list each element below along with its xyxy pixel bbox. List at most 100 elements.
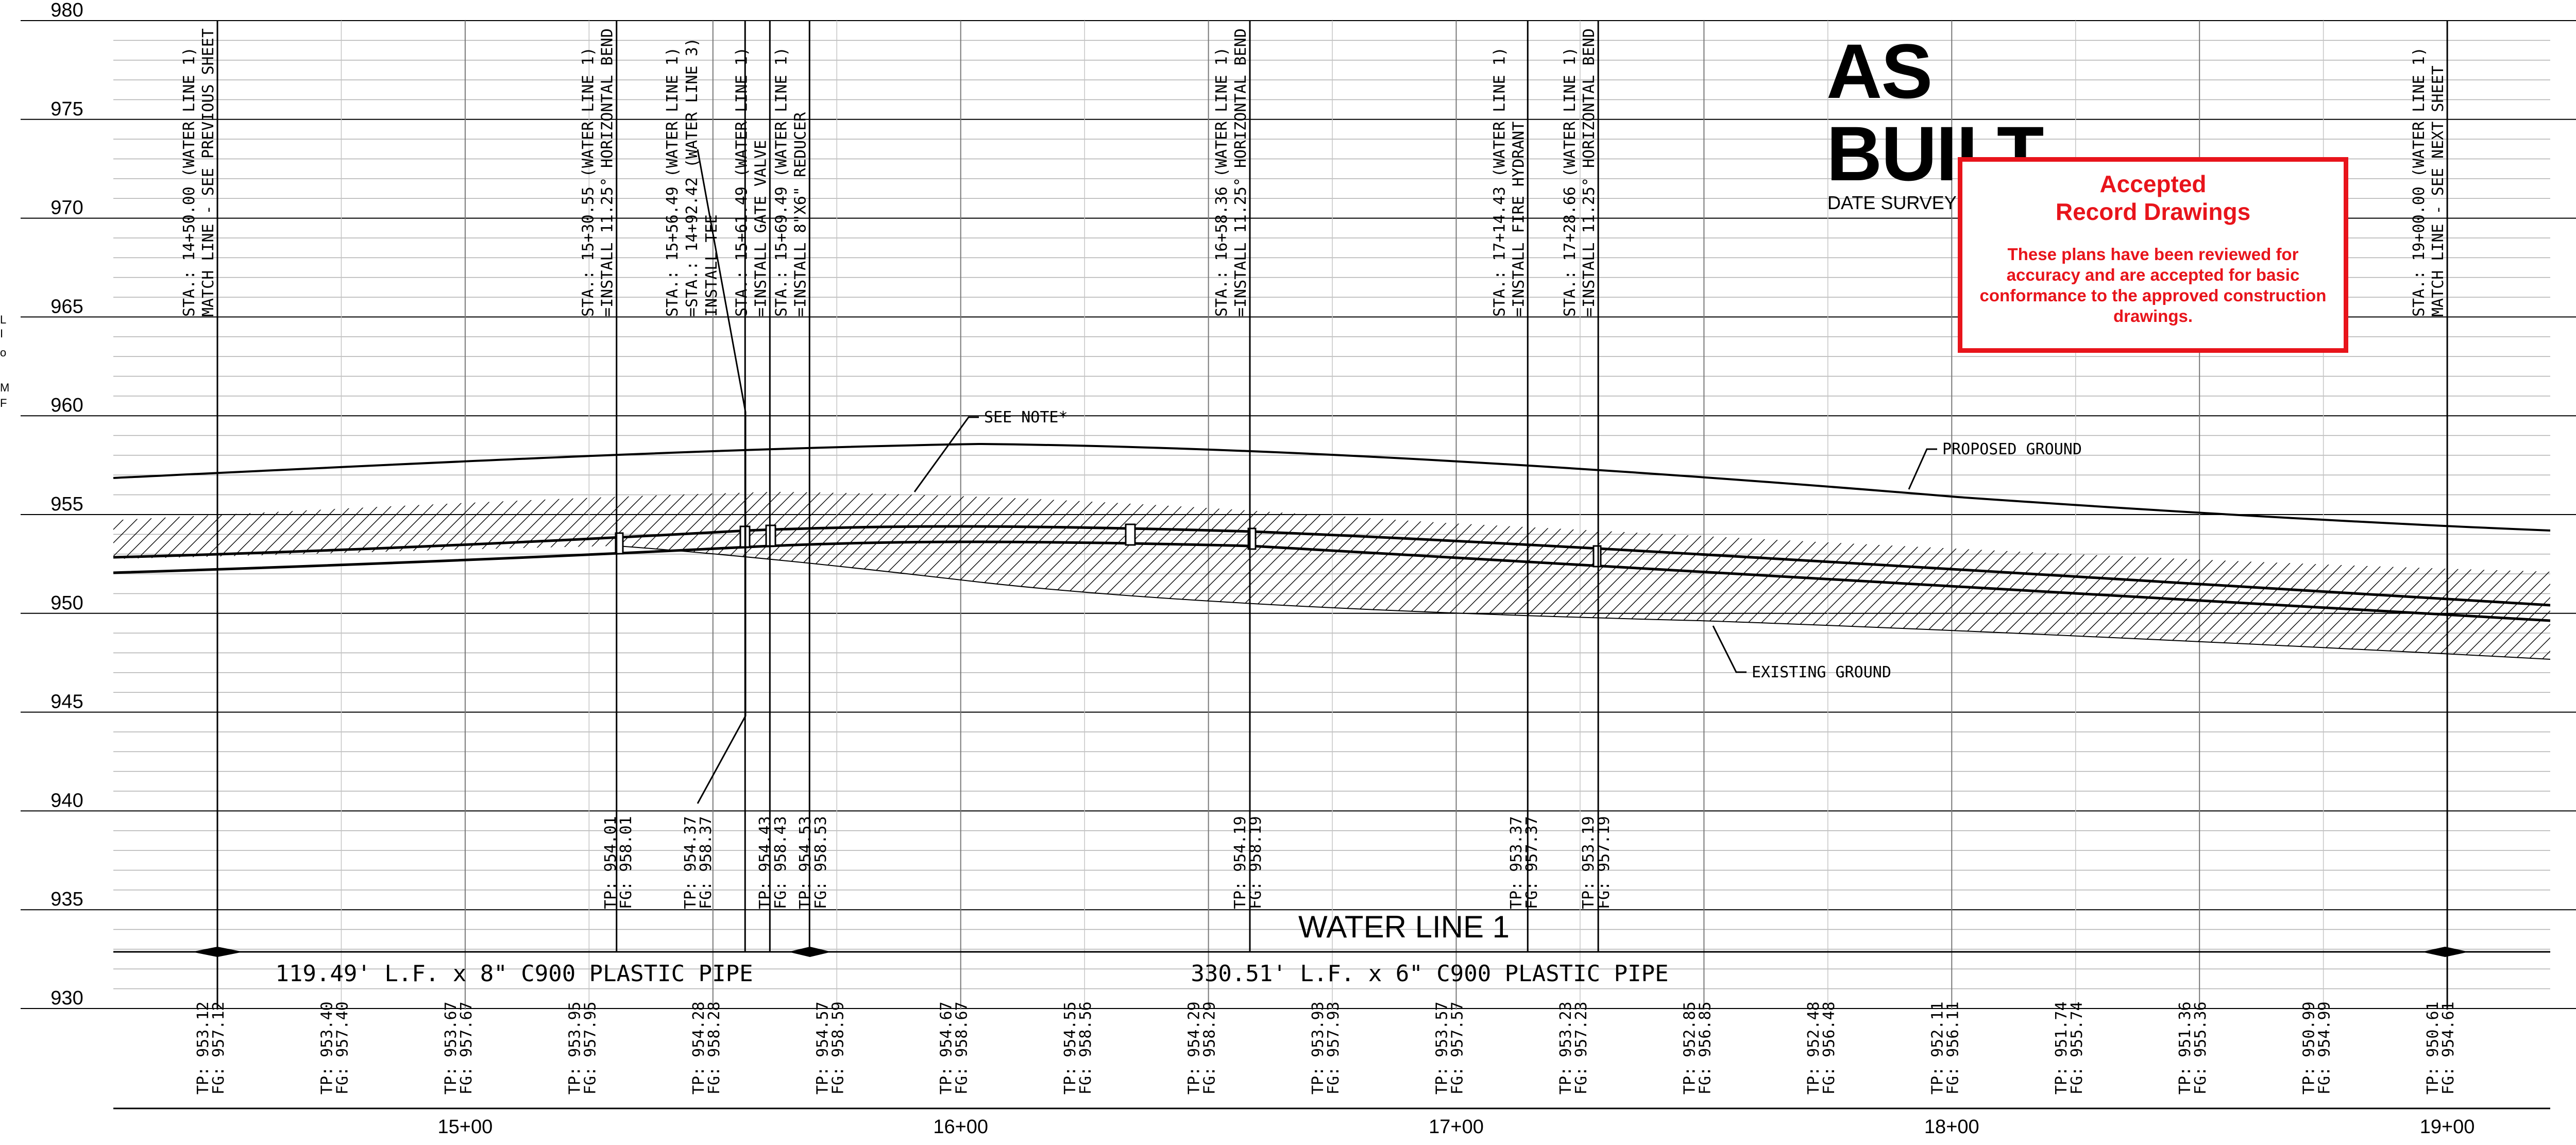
existing-ground-leader <box>1712 625 1747 673</box>
pipe-run-label-8in: 119.49' L.F. x 8" C900 PLASTIC PIPE <box>275 961 753 987</box>
grade-tp: TP: 953.57 <box>1433 1001 1451 1095</box>
gate-valve-fitting <box>765 524 776 547</box>
svg-text:F: F <box>0 397 7 409</box>
left-edge-fragments: L I o M F <box>0 313 9 409</box>
feature-tp: TP: 953.19 <box>1580 816 1598 909</box>
grade-tp: TP: 953.93 <box>1309 1001 1327 1095</box>
station-callout-text: STA.: 17+14.43 (WATER LINE 1) <box>1490 47 1509 317</box>
feature-fg: FG: 958.19 <box>1247 816 1265 909</box>
station-callout-text: STA.: 19+00.00 (WATER LINE 1) <box>2410 47 2428 317</box>
grade-fg: FG: 958.59 <box>829 1001 847 1095</box>
station-callout-text: =INSTALL FIRE HYDRANT <box>1510 122 1528 317</box>
feature-fg: FG: 958.43 <box>772 816 790 909</box>
station-callouts: STA.: 14+50.00 (WATER LINE 1) MATCH LINE … <box>180 28 2447 317</box>
existing-ground-line <box>618 545 2551 660</box>
reducer-fitting <box>1125 523 1136 546</box>
water-line-pipe-top <box>113 525 2551 607</box>
station-label: 17+00 <box>1429 1116 1484 1138</box>
pipe-run-label-6in: 330.51' L.F. x 6" C900 PLASTIC PIPE <box>1191 961 1668 987</box>
station-callout-text: STA.: 15+30.55 (WATER LINE 1) <box>580 47 598 317</box>
station-label: 19+00 <box>2420 1116 2475 1138</box>
stamp-line-2: Record Drawings <box>2055 198 2251 225</box>
existing-ground-label: EXISTING GROUND <box>1752 663 1891 681</box>
station-label: 18+00 <box>1924 1116 1979 1138</box>
elevation-label: 965 <box>50 296 83 317</box>
grade-fg: FG: 956.11 <box>1944 1001 1962 1095</box>
elevation-label: 935 <box>50 888 83 910</box>
grade-fg: FG: 957.93 <box>1325 1001 1343 1095</box>
proposed-ground-line <box>113 442 2551 532</box>
station-callout-text: =INSTALL 8"X6" REDUCER <box>791 112 809 317</box>
stamp-line-1: Accepted <box>2099 170 2207 197</box>
as-built-title-block: AS BUILT DATE SURVEYED: 2022-06-17 <box>1826 30 2166 213</box>
note-label: SEE NOTE* <box>984 408 1068 426</box>
feature-tp: TP: 954.53 <box>796 816 815 909</box>
elevation-label: 930 <box>50 987 83 1009</box>
station-callout-text: STA.: 16+58.36 (WATER LINE 1) <box>1213 47 1231 317</box>
grade-tp: TP: 954.29 <box>1185 1001 1204 1095</box>
elevation-label: 975 <box>50 98 83 120</box>
note-leader <box>913 416 979 492</box>
station-callout-text: =INSTALL 11.25° HORIZONTAL BEND <box>599 28 617 317</box>
grade-tp: TP: 953.67 <box>442 1001 460 1095</box>
proposed-ground-label: PROPOSED GROUND <box>1942 440 2082 458</box>
feature-fg: FG: 958.53 <box>812 816 830 909</box>
station-label: 16+00 <box>933 1116 988 1138</box>
grade-tp: TP: 950.61 <box>2424 1001 2442 1095</box>
station-callout-text: =INSTALL GATE VALVE <box>752 140 770 317</box>
callout-station-lines <box>216 21 2448 1010</box>
feature-tp: TP: 953.37 <box>1507 816 1526 909</box>
grade-tp: TP: 952.48 <box>1805 1001 1823 1095</box>
elevation-label: 980 <box>50 0 83 21</box>
station-labels: 15+00 16+00 17+00 18+00 19+00 <box>438 1116 2475 1138</box>
grade-fg: FG: 954.99 <box>2316 1001 2334 1095</box>
grade-fg: FG: 956.85 <box>1696 1001 1714 1095</box>
feature-fg: FG: 957.37 <box>1523 816 1541 909</box>
station-callout-text: STA.: 15+69.49 (WATER LINE 1) <box>772 47 790 317</box>
svg-text:I: I <box>0 327 3 340</box>
station-callout-text: =INSTALL 11.25° HORIZONTAL BEND <box>1580 28 1598 317</box>
grade-tp: TP: 952.85 <box>1681 1001 1699 1095</box>
stamp-body: These plans have been reviewed for accur… <box>1979 245 2327 326</box>
elevation-label: 950 <box>50 592 83 614</box>
elevation-label: 960 <box>50 395 83 416</box>
grade-tp: TP: 951.74 <box>2053 1001 2071 1095</box>
station-callout-text: MATCH LINE - SEE NEXT SHEET <box>2429 65 2447 317</box>
grade-tp: TP: 951.36 <box>2176 1001 2194 1095</box>
grade-fg: FG: 957.12 <box>210 1001 228 1095</box>
grade-tp: TP: 950.99 <box>2300 1001 2318 1095</box>
grade-fg: FG: 957.57 <box>1449 1001 1467 1095</box>
grade-tp: TP: 954.28 <box>690 1001 708 1095</box>
feature-fg: FG: 958.37 <box>697 816 715 909</box>
grade-fg: FG: 956.48 <box>1820 1001 1838 1095</box>
feature-fg: FG: 958.01 <box>617 816 635 909</box>
grade-fg: FG: 957.40 <box>333 1001 351 1095</box>
station-callout-text: STA.: 15+56.49 (WATER LINE 1) <box>664 47 682 317</box>
feature-tp: TP: 954.37 <box>682 816 700 909</box>
grade-fg: FG: 958.56 <box>1077 1001 1095 1095</box>
profile-title: WATER LINE 1 <box>1298 910 1510 944</box>
elevation-label: 940 <box>50 790 83 811</box>
grade-fg: FG: 957.95 <box>581 1001 599 1095</box>
grade-tp: TP: 954.67 <box>938 1001 956 1095</box>
grade-tp: TP: 954.57 <box>814 1001 832 1095</box>
grade-tp: TP: 953.95 <box>566 1001 584 1095</box>
proposed-ground-leader <box>1908 448 1937 490</box>
feature-fg: FG: 957.19 <box>1595 816 1613 909</box>
elevation-labels-left: 980 975 970 965 960 955 950 945 940 935 930 <box>50 0 83 1009</box>
pipe-run-dimension <box>113 947 2550 957</box>
station-callout-text: MATCH LINE - SEE PREVIOUS SHEET <box>199 28 217 317</box>
grade-tp: TP: 954.55 <box>1061 1001 1079 1095</box>
grade-fg: FG: 958.28 <box>705 1001 723 1095</box>
bend-fitting <box>615 532 624 555</box>
grade-fg: FG: 957.23 <box>1572 1001 1590 1095</box>
station-callout-text: STA.: 17+28.66 (WATER LINE 1) <box>1561 47 1579 317</box>
elevation-label: 945 <box>50 691 83 713</box>
accepted-record-drawings-stamp: Accepted Record Drawings These plans hav… <box>1958 157 2348 353</box>
station-label: 15+00 <box>438 1116 493 1138</box>
station-callout-text: STA.: 14+50.00 (WATER LINE 1) <box>180 47 198 317</box>
station-callout-text: INSTALL TEE <box>703 214 721 317</box>
